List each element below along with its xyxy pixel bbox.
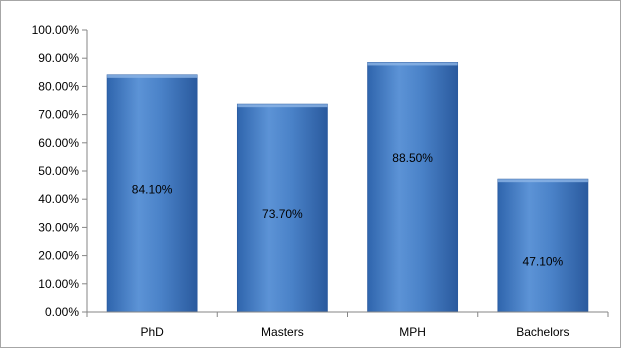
y-tick-label: 30.00%	[38, 220, 79, 234]
y-tick-label: 0.00%	[45, 305, 79, 319]
data-label: 88.50%	[392, 151, 433, 165]
data-label: 84.10%	[132, 182, 173, 196]
axes	[86, 30, 608, 313]
bar-mph	[367, 62, 459, 313]
y-tick-label: 40.00%	[38, 192, 79, 206]
y-tick-label: 80.00%	[38, 79, 79, 93]
y-axis-ticks: 0.00% 10.00% 20.00% 30.00% 40.00% 50.00% 60.00…	[32, 23, 87, 319]
y-tick-label: 50.00%	[38, 164, 79, 178]
bars: 84.10% 73.70% 88.50% 47.10%	[106, 62, 589, 313]
data-label: 47.10%	[523, 255, 564, 269]
y-tick-label: 10.00%	[38, 277, 79, 291]
bar-cap	[237, 104, 328, 108]
y-tick-label: 70.00%	[38, 108, 79, 122]
x-tick-label: MPH	[399, 325, 426, 339]
bar-masters	[236, 103, 328, 313]
bar-bachelors	[497, 178, 589, 313]
bar-cap	[107, 74, 198, 78]
y-tick-label: 90.00%	[38, 51, 79, 65]
x-tick-label: Bachelors	[516, 325, 569, 339]
bar-cap	[497, 179, 588, 183]
x-tick-label: PhD	[140, 325, 164, 339]
y-tick-label: 60.00%	[38, 136, 79, 150]
y-tick-label: 100.00%	[32, 23, 80, 37]
x-tick-label: Masters	[261, 325, 304, 339]
x-axis-labels: PhD Masters MPH Bachelors	[86, 312, 609, 339]
y-tick-label: 20.00%	[38, 249, 79, 263]
bar-cap	[367, 62, 458, 66]
data-label: 73.70%	[262, 207, 303, 221]
